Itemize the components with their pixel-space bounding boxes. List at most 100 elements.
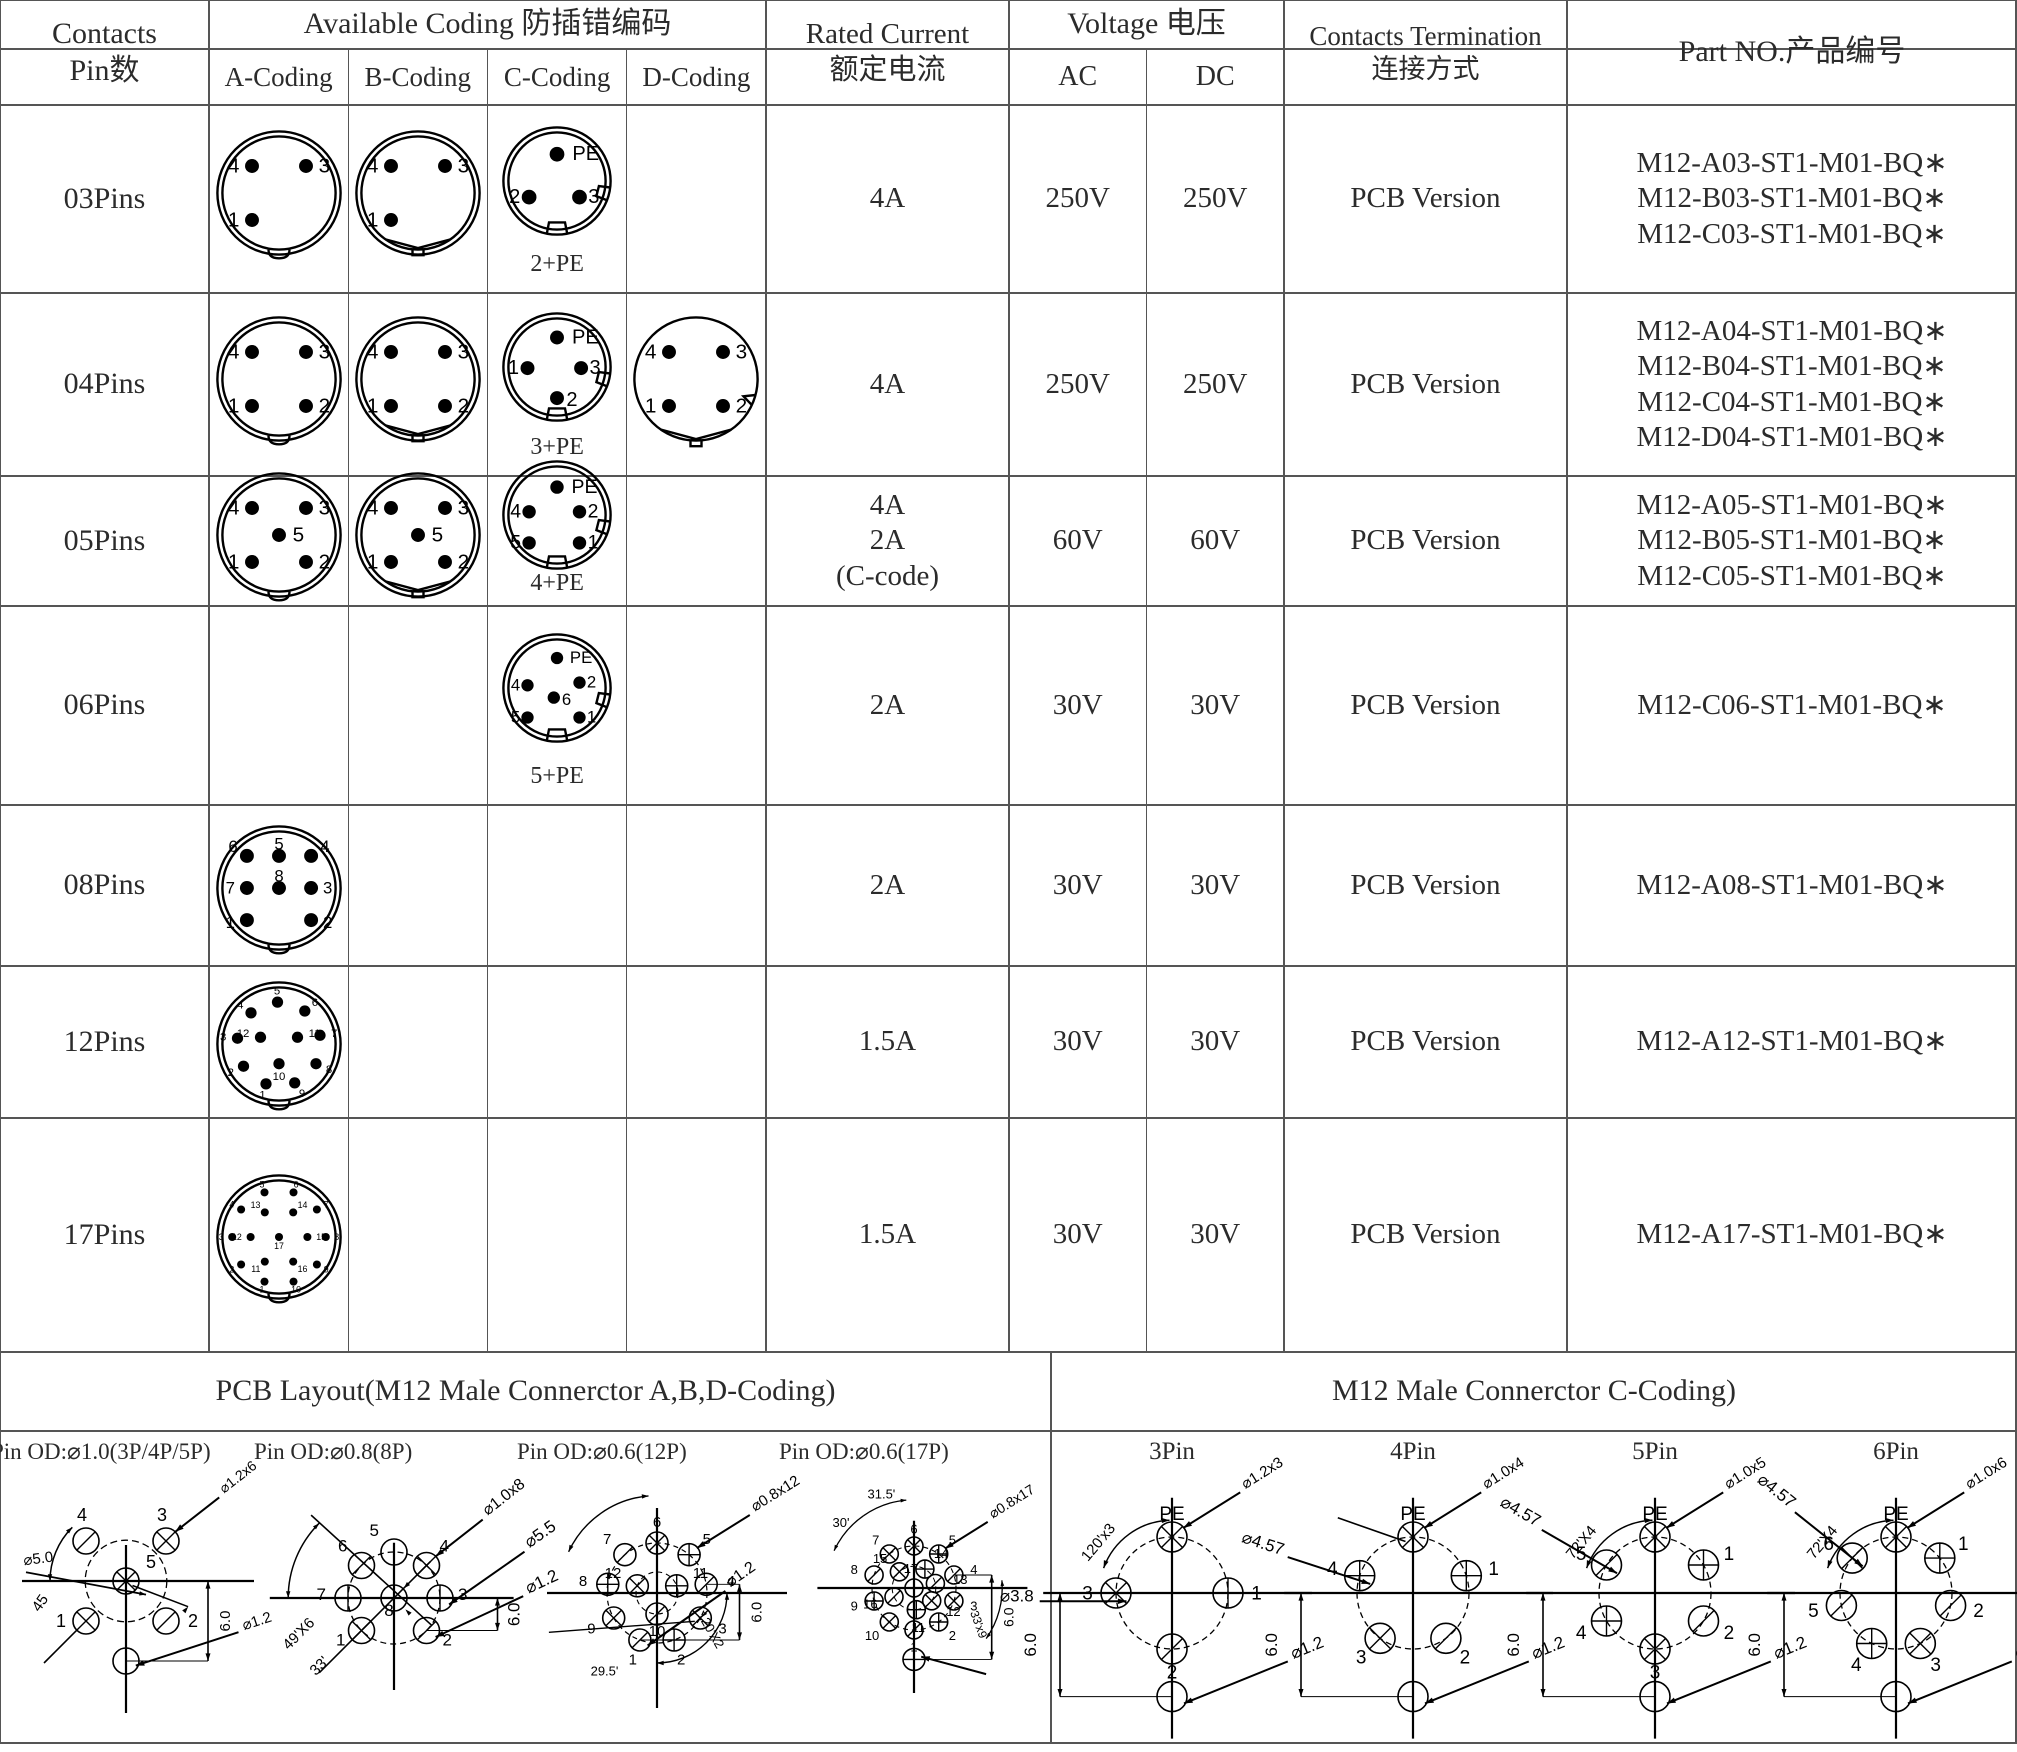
svg-text:9: 9 xyxy=(323,1265,328,1275)
svg-text:⌀4.57: ⌀4.57 xyxy=(1497,1492,1544,1530)
svg-text:6: 6 xyxy=(910,1521,917,1536)
svg-text:5: 5 xyxy=(510,532,521,554)
svg-text:⌀5.0: ⌀5.0 xyxy=(22,1549,54,1570)
svg-text:10: 10 xyxy=(865,1628,879,1643)
svg-text:12: 12 xyxy=(236,1028,249,1040)
svg-text:4: 4 xyxy=(77,1505,87,1525)
svg-text:4: 4 xyxy=(367,497,379,520)
svg-text:1: 1 xyxy=(645,394,657,417)
svg-text:5: 5 xyxy=(274,834,283,853)
svg-text:5: 5 xyxy=(292,524,304,547)
svg-text:15: 15 xyxy=(316,1232,326,1242)
svg-text:6.0: 6.0 xyxy=(1504,1633,1523,1657)
svg-text:1: 1 xyxy=(367,394,379,417)
svg-text:16: 16 xyxy=(863,1597,877,1612)
svg-text:2: 2 xyxy=(458,394,470,417)
svg-text:4: 4 xyxy=(227,340,239,363)
svg-text:⌀1.2: ⌀1.2 xyxy=(2012,1633,2017,1663)
svg-text:120'x3: 120'x3 xyxy=(1078,1520,1119,1564)
svg-text:4: 4 xyxy=(645,340,657,363)
svg-text:72'X4: 72'X4 xyxy=(1804,1523,1841,1563)
svg-text:2: 2 xyxy=(318,551,330,574)
svg-text:3: 3 xyxy=(1650,1663,1661,1684)
svg-text:9: 9 xyxy=(851,1599,858,1614)
svg-text:4: 4 xyxy=(237,999,243,1011)
svg-text:12: 12 xyxy=(232,1232,242,1242)
svg-text:6: 6 xyxy=(228,837,237,856)
svg-text:1: 1 xyxy=(367,551,379,574)
svg-text:⌀4.57: ⌀4.57 xyxy=(1754,1470,1800,1512)
svg-text:17: 17 xyxy=(274,1241,284,1251)
svg-text:⌀3.8: ⌀3.8 xyxy=(1000,1586,1034,1605)
svg-text:PE: PE xyxy=(572,476,598,498)
svg-text:3: 3 xyxy=(318,497,330,520)
svg-text:1: 1 xyxy=(225,913,234,932)
svg-text:1: 1 xyxy=(259,1089,265,1101)
svg-text:11: 11 xyxy=(308,1028,320,1040)
svg-text:16: 16 xyxy=(297,1264,307,1274)
svg-text:3: 3 xyxy=(218,1232,223,1242)
svg-text:4: 4 xyxy=(510,501,521,523)
svg-text:5: 5 xyxy=(146,1552,156,1572)
svg-text:11: 11 xyxy=(251,1264,260,1274)
svg-text:6.0: 6.0 xyxy=(1745,1633,1764,1657)
svg-text:2: 2 xyxy=(188,1611,198,1631)
svg-text:30': 30' xyxy=(833,1515,850,1530)
svg-text:1: 1 xyxy=(508,357,519,379)
svg-text:2: 2 xyxy=(458,551,470,574)
svg-text:49'X6: 49'X6 xyxy=(279,1615,318,1654)
svg-text:5: 5 xyxy=(1808,1601,1819,1622)
svg-text:29.5': 29.5' xyxy=(591,1664,619,1679)
svg-text:6.0: 6.0 xyxy=(1001,1607,1017,1627)
svg-text:13: 13 xyxy=(953,1572,967,1587)
svg-text:1: 1 xyxy=(56,1611,66,1631)
svg-text:3: 3 xyxy=(590,357,601,379)
svg-text:2: 2 xyxy=(509,186,520,208)
svg-text:4: 4 xyxy=(511,675,520,694)
svg-text:4: 4 xyxy=(227,155,239,178)
svg-text:PE: PE xyxy=(1400,1504,1425,1525)
svg-text:4: 4 xyxy=(227,497,239,520)
svg-text:5: 5 xyxy=(432,524,444,547)
svg-text:2: 2 xyxy=(227,1067,233,1079)
svg-text:5: 5 xyxy=(274,986,280,998)
svg-text:3: 3 xyxy=(1930,1655,1941,1676)
svg-text:5: 5 xyxy=(511,707,520,726)
svg-text:33': 33' xyxy=(307,1653,333,1679)
svg-text:45: 45 xyxy=(29,1592,52,1615)
svg-text:2: 2 xyxy=(1167,1663,1178,1684)
svg-text:2: 2 xyxy=(318,394,330,417)
svg-text:7: 7 xyxy=(317,1585,326,1604)
svg-text:2: 2 xyxy=(567,389,578,411)
svg-text:8: 8 xyxy=(334,1232,339,1242)
svg-text:3: 3 xyxy=(318,155,330,178)
svg-text:4: 4 xyxy=(1851,1655,1862,1676)
svg-text:7: 7 xyxy=(603,1531,611,1548)
svg-text:14: 14 xyxy=(297,1200,307,1210)
svg-text:1: 1 xyxy=(1724,1544,1735,1565)
svg-text:2: 2 xyxy=(1973,1601,1984,1622)
svg-text:1: 1 xyxy=(227,209,239,232)
svg-text:1: 1 xyxy=(336,1631,345,1650)
svg-text:2: 2 xyxy=(949,1628,956,1643)
svg-text:PE: PE xyxy=(572,143,599,165)
svg-text:3: 3 xyxy=(323,878,332,897)
svg-text:2: 2 xyxy=(587,672,596,691)
svg-text:3: 3 xyxy=(458,497,470,520)
svg-text:31.5': 31.5' xyxy=(868,1487,896,1502)
svg-text:6: 6 xyxy=(653,1514,661,1531)
svg-text:7: 7 xyxy=(872,1533,879,1548)
svg-text:PE: PE xyxy=(570,648,592,667)
svg-text:4: 4 xyxy=(320,837,329,856)
svg-text:8: 8 xyxy=(851,1562,858,1577)
svg-text:6.0: 6.0 xyxy=(1021,1633,1040,1657)
svg-text:12: 12 xyxy=(605,1565,622,1582)
svg-text:6: 6 xyxy=(293,1179,298,1189)
svg-text:7: 7 xyxy=(331,1028,337,1040)
svg-text:7: 7 xyxy=(323,1200,328,1210)
svg-text:1: 1 xyxy=(227,394,239,417)
svg-text:1: 1 xyxy=(227,551,239,574)
svg-text:6.0: 6.0 xyxy=(217,1611,234,1632)
svg-text:6: 6 xyxy=(311,997,317,1009)
svg-text:2: 2 xyxy=(1460,1648,1471,1669)
